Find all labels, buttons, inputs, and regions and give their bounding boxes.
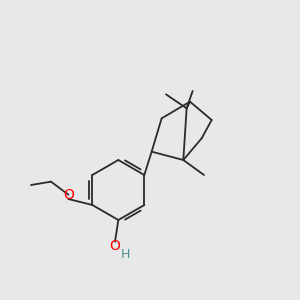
Text: O: O (63, 188, 74, 202)
Text: O: O (110, 239, 120, 253)
Text: H: H (121, 248, 130, 261)
